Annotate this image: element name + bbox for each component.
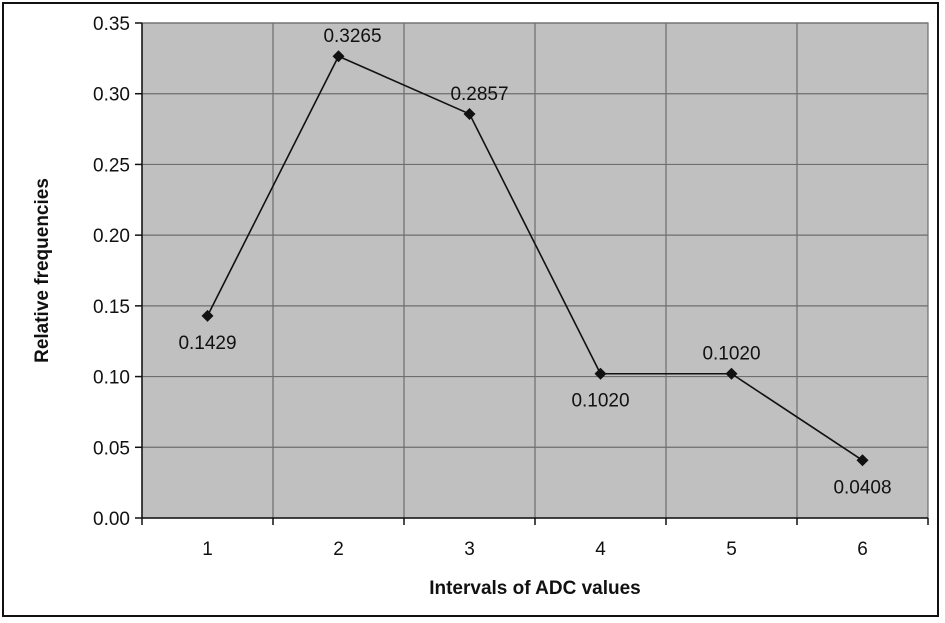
y-tick-label: 0.15 [93, 297, 130, 318]
x-axis-title: Intervals of ADC values [429, 578, 641, 599]
data-label: 0.0408 [833, 477, 891, 498]
x-tick-label: 4 [595, 539, 606, 560]
y-tick-label: 0.10 [93, 368, 130, 389]
data-point [332, 50, 345, 63]
x-tick-label: 5 [726, 539, 737, 560]
data-labels: 0.1429 0.3265 0.2857 0.1020 0.1020 0.0408 [178, 26, 891, 498]
y-tick-label: 0.35 [93, 14, 130, 35]
series-line-segment [731, 373, 863, 461]
y-tick-label: 0.30 [93, 85, 130, 106]
y-tick-label: 0.05 [93, 438, 130, 459]
data-label: 0.1020 [571, 391, 629, 412]
y-tick-label: 0.20 [93, 226, 130, 247]
x-tick-label: 3 [464, 539, 475, 560]
data-point [856, 454, 869, 467]
series-line-segment [468, 113, 602, 375]
x-tick-label: 1 [202, 539, 213, 560]
x-tick-label: 2 [333, 539, 344, 560]
data-label: 0.2857 [450, 84, 508, 105]
data-point [201, 309, 214, 322]
y-tick-labels: 0.00 0.05 0.10 0.15 0.20 0.25 0.30 0.35 [93, 14, 130, 530]
series-line-segment [206, 55, 340, 317]
series-markers [201, 50, 869, 467]
gridlines [141, 22, 929, 519]
x-tick-label: 6 [857, 539, 868, 560]
data-label: 0.1429 [178, 333, 236, 354]
series-frequencies [206, 55, 863, 461]
data-point [594, 367, 607, 380]
axes [135, 22, 929, 525]
y-axis-title: Relative frequencies [32, 178, 53, 363]
series-line-segment [338, 55, 470, 115]
data-label: 0.3265 [323, 26, 381, 47]
y-tick-label: 0.25 [93, 155, 130, 176]
data-point [725, 367, 738, 380]
y-tick-label: 0.00 [93, 509, 130, 530]
data-label: 0.1020 [702, 344, 760, 365]
x-tick-labels: 1 2 3 4 5 6 [202, 539, 868, 560]
data-point [463, 107, 476, 120]
